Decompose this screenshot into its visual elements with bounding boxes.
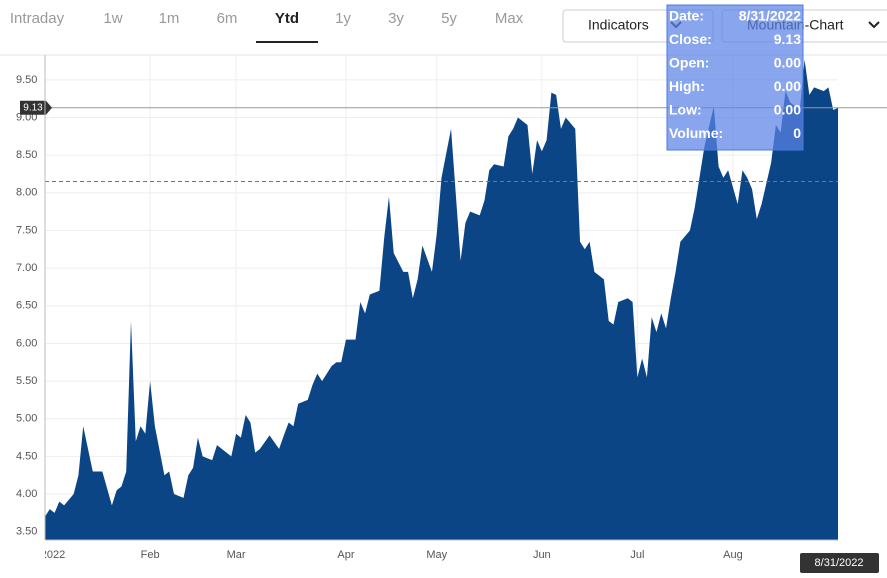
x-tick-label: Jun: [533, 549, 551, 561]
range-tab[interactable]: Intraday: [10, 10, 65, 27]
y-tick-label: 7.50: [16, 224, 37, 236]
tooltip-value: 9.13: [774, 31, 801, 47]
range-tab[interactable]: Max: [495, 10, 524, 27]
chevron: [868, 21, 880, 29]
y-tick-label: 9.50: [16, 74, 37, 86]
x-tick-label: Feb: [141, 549, 160, 561]
range-tab[interactable]: Ytd: [275, 10, 299, 27]
tab-underline: [256, 41, 318, 43]
y-tick-label: 3.50: [16, 526, 37, 538]
tooltip-key: Open:: [669, 55, 709, 71]
range-tab[interactable]: 5y: [441, 10, 457, 27]
tooltip-key: High:: [669, 78, 705, 94]
x-tick-label: May: [426, 549, 447, 561]
tooltip-value: 0.00: [774, 102, 801, 118]
range-tab[interactable]: 1w: [103, 10, 122, 27]
y-tick-label: 6.00: [16, 337, 37, 349]
x-tick-label: Aug: [723, 549, 743, 561]
range-tab[interactable]: 6m: [217, 10, 238, 27]
x-tick-label: Jul: [630, 549, 644, 561]
y-tick-label: 6.50: [16, 300, 37, 312]
tooltip-box: [666, 4, 804, 151]
y-tick-label: 5.00: [16, 413, 37, 425]
tooltip-value: 0.00: [774, 55, 801, 71]
date-badge: [800, 553, 879, 573]
y-tick-label: 8.50: [16, 149, 37, 161]
last-price-badge: [20, 100, 52, 115]
y-tick-label: 8.00: [16, 187, 37, 199]
tooltip-key: Date:: [669, 8, 704, 24]
y-tick-label: 4.00: [16, 488, 37, 500]
y-tick-label: 7.00: [16, 262, 37, 274]
y-tick-label: 4.50: [16, 450, 37, 462]
tooltip-value: 8/31/2022: [739, 8, 801, 24]
tooltip-key: Close:: [669, 31, 712, 47]
tooltip-value: 0: [793, 125, 801, 141]
range-tab[interactable]: 3y: [388, 10, 404, 27]
tooltip-key: Low:: [669, 102, 702, 118]
x-tick-label: 2022: [41, 549, 65, 561]
indicators-label[interactable]: Indicators: [588, 17, 649, 33]
y-tick-label: 5.50: [16, 375, 37, 387]
x-tick-label: Mar: [227, 549, 246, 561]
date-badge-label: 8/31/2022: [815, 557, 864, 569]
range-tab[interactable]: 1m: [159, 10, 180, 27]
range-tab[interactable]: 1y: [335, 10, 351, 27]
tooltip-key: Volume:: [669, 125, 723, 141]
last-price-label: 9.13: [23, 102, 43, 113]
x-tick-label: Apr: [337, 549, 354, 561]
mountain-area: [45, 59, 838, 540]
tooltip-value: 0.00: [774, 78, 801, 94]
